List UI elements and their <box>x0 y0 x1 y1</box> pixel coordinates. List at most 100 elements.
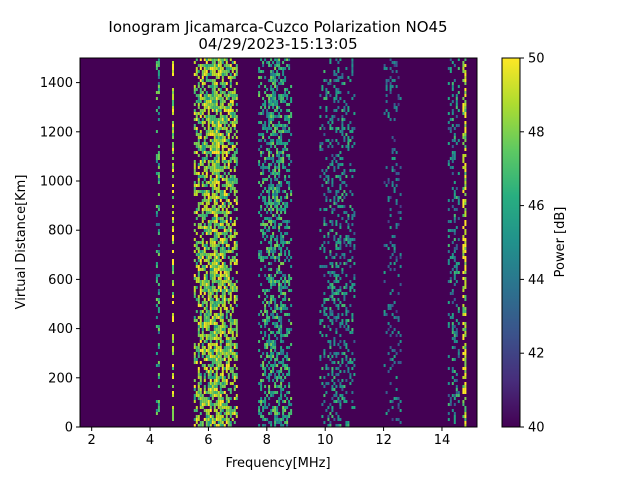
heatmap-cell <box>455 319 458 322</box>
heatmap-cell <box>229 298 232 301</box>
heatmap-cell <box>280 130 283 133</box>
heatmap-cell <box>217 106 220 109</box>
heatmap-cell <box>274 349 277 352</box>
heatmap-cell <box>399 193 402 196</box>
heatmap-cell <box>266 418 269 421</box>
heatmap-cell <box>221 349 224 352</box>
heatmap-cell <box>449 256 452 259</box>
heatmap-cell <box>262 418 265 421</box>
heatmap-cell <box>235 157 238 160</box>
heatmap-cell <box>393 301 396 304</box>
heatmap-cell <box>341 127 344 130</box>
heatmap-cell <box>270 394 273 397</box>
heatmap-cell <box>327 367 330 370</box>
heatmap-cell <box>211 70 214 73</box>
heatmap-cell <box>205 199 208 202</box>
heatmap-cell <box>393 139 396 142</box>
heatmap-cell <box>215 247 218 250</box>
heatmap-cell <box>464 70 467 73</box>
heatmap-cell <box>464 154 467 157</box>
heatmap-cell <box>323 193 326 196</box>
heatmap-cell <box>276 190 279 193</box>
heatmap-cell <box>333 400 336 403</box>
heatmap-cell <box>272 124 275 127</box>
heatmap-cell <box>193 238 196 241</box>
heatmap-cell <box>215 220 218 223</box>
heatmap-cell <box>221 298 224 301</box>
heatmap-cell <box>205 355 208 358</box>
heatmap-cell <box>447 112 450 115</box>
heatmap-cell <box>211 316 214 319</box>
heatmap-cell <box>449 292 452 295</box>
heatmap-cell <box>215 214 218 217</box>
heatmap-cell <box>288 328 291 331</box>
heatmap-cell <box>233 145 236 148</box>
heatmap-cell <box>213 253 216 256</box>
heatmap-cell <box>280 289 283 292</box>
heatmap-cell <box>278 106 281 109</box>
heatmap-cell <box>274 214 277 217</box>
heatmap-cell <box>172 367 174 370</box>
heatmap-cell <box>199 391 202 394</box>
heatmap-cell <box>270 100 273 103</box>
heatmap-cell <box>266 190 269 193</box>
heatmap-cell <box>284 145 287 148</box>
heatmap-cell <box>284 253 287 256</box>
heatmap-cell <box>203 334 206 337</box>
heatmap-cell <box>351 319 354 322</box>
heatmap-cell <box>391 364 394 367</box>
heatmap-cell <box>195 298 198 301</box>
heatmap-cell <box>353 142 356 145</box>
heatmap-cell <box>339 91 342 94</box>
heatmap-cell <box>266 310 269 313</box>
heatmap-cell <box>205 274 208 277</box>
heatmap-cell <box>227 97 230 100</box>
heatmap-cell <box>211 139 214 142</box>
heatmap-cell <box>211 64 214 67</box>
heatmap-cell <box>223 73 226 76</box>
heatmap-cell <box>457 352 460 355</box>
heatmap-cell <box>201 175 204 178</box>
heatmap-cell <box>203 73 206 76</box>
heatmap-cell <box>223 100 226 103</box>
heatmap-cell <box>280 211 283 214</box>
heatmap-cell <box>229 286 232 289</box>
heatmap-cell <box>339 76 342 79</box>
heatmap-cell <box>278 151 281 154</box>
heatmap-cell <box>213 124 216 127</box>
heatmap-cell <box>199 121 202 124</box>
heatmap-cell <box>172 73 174 76</box>
heatmap-cell <box>331 208 334 211</box>
heatmap-cell <box>229 250 232 253</box>
heatmap-cell <box>272 295 275 298</box>
heatmap-cell <box>278 247 281 250</box>
heatmap-cell <box>464 232 467 235</box>
heatmap-cell <box>235 208 238 211</box>
heatmap-cell <box>333 85 336 88</box>
heatmap-cell <box>278 187 281 190</box>
heatmap-cell <box>205 286 208 289</box>
heatmap-cell <box>225 337 228 340</box>
heatmap-cell <box>274 226 277 229</box>
heatmap-cell <box>155 130 158 133</box>
heatmap-cell <box>221 340 224 343</box>
heatmap-cell <box>282 358 285 361</box>
heatmap-cell <box>272 103 275 106</box>
heatmap-cell <box>270 268 273 271</box>
heatmap-cell <box>155 262 158 265</box>
heatmap-cell <box>329 142 332 145</box>
heatmap-cell <box>349 361 352 364</box>
heatmap-cell <box>282 298 285 301</box>
heatmap-cell <box>219 88 222 91</box>
heatmap-cell <box>266 178 269 181</box>
heatmap-cell <box>451 316 454 319</box>
heatmap-cell <box>321 334 324 337</box>
heatmap-cell <box>229 322 232 325</box>
heatmap-cell <box>449 58 452 61</box>
heatmap-cell <box>339 205 342 208</box>
heatmap-cell <box>391 151 394 154</box>
heatmap-cell <box>323 79 326 82</box>
heatmap-cell <box>464 325 467 328</box>
heatmap-cell <box>155 250 158 253</box>
heatmap-cell <box>331 310 334 313</box>
